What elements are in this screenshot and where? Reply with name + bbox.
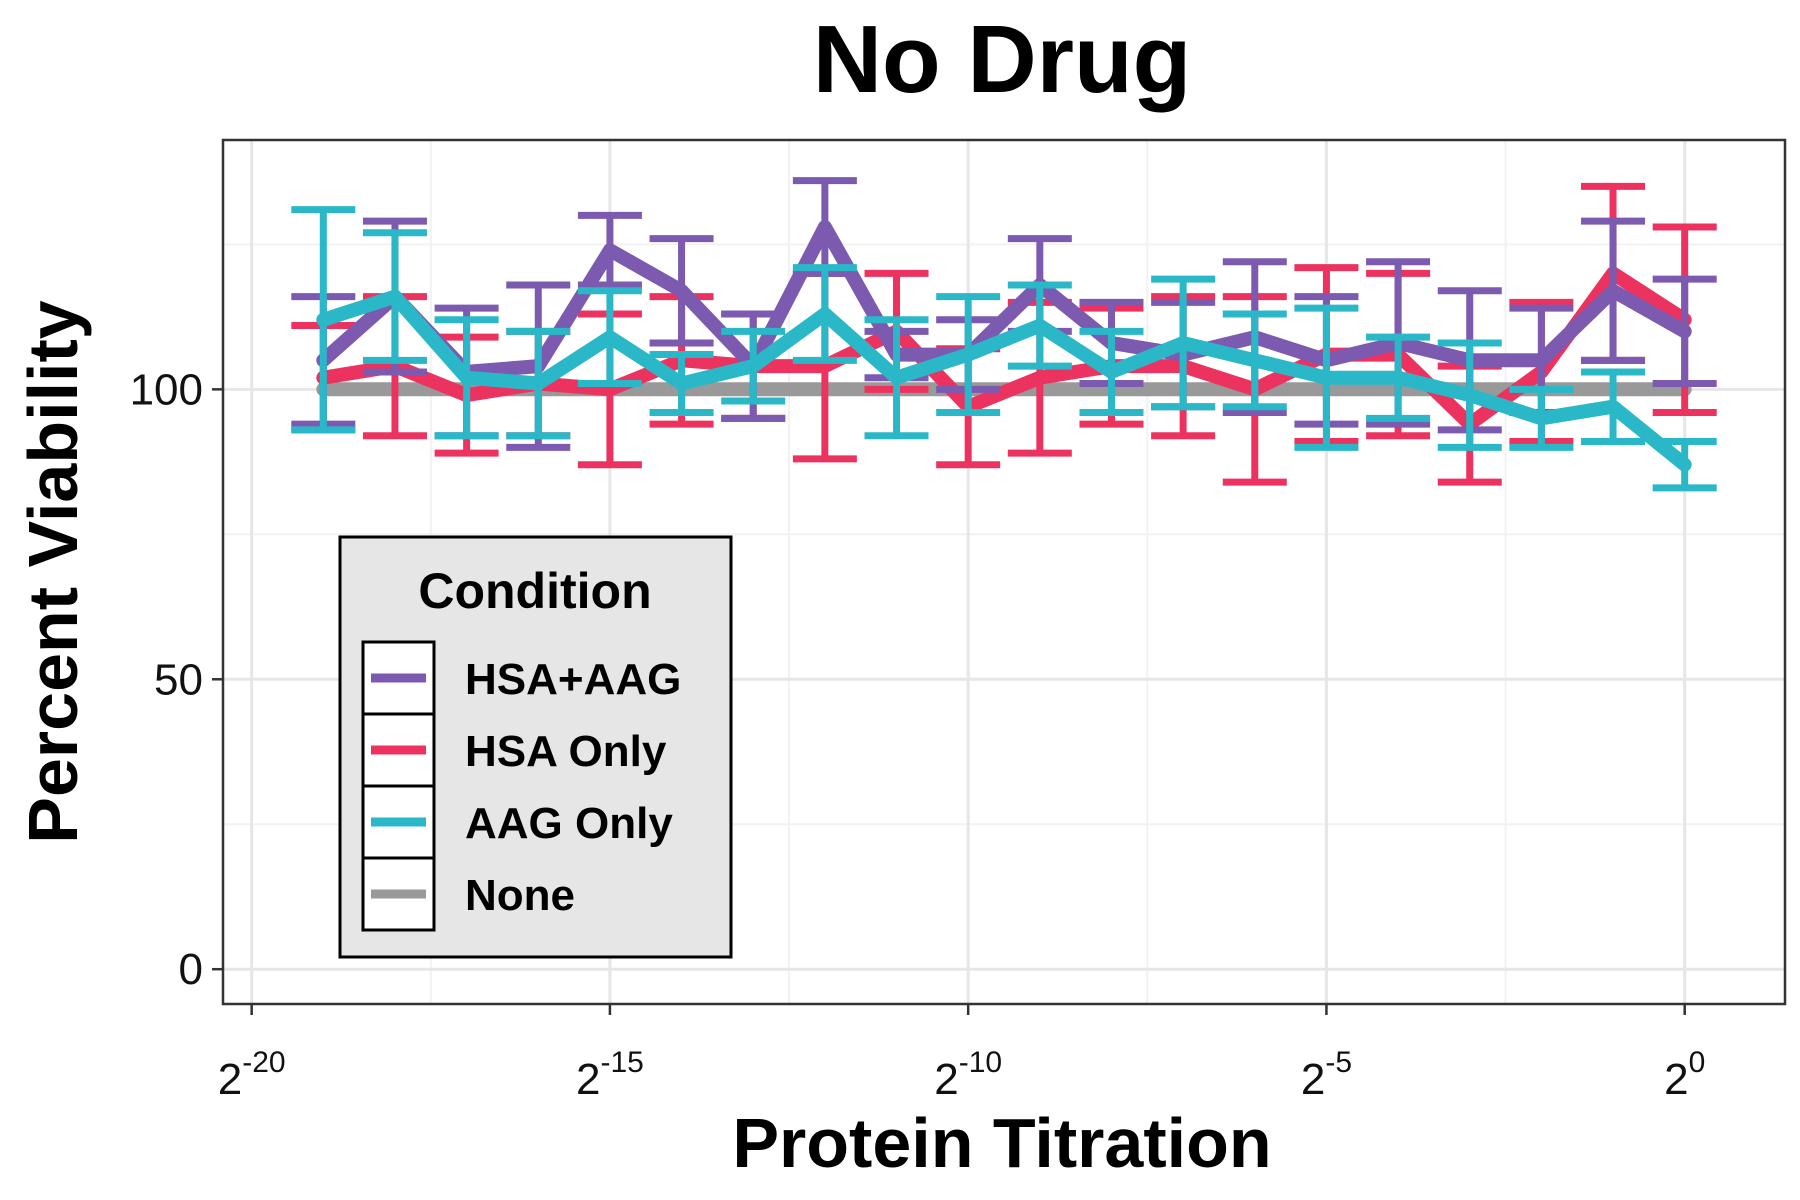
series-line [316,289,1692,472]
legend-item: HSA Only [361,712,667,788]
legend-title: Condition [418,563,651,619]
legend-item: None [361,856,575,932]
y-axis-title: Percent Viability [14,300,92,843]
x-tick-label: 2-5 [1301,1046,1352,1104]
x-tick-label: 2-10 [934,1046,1002,1104]
legend-item: AAG Only [361,784,673,860]
plot-border [221,138,1787,1006]
legend-label: None [465,871,575,920]
x-tick-label: 20 [1664,1046,1705,1104]
series-line [316,220,1692,379]
x-axis-title: Protein Titration [732,1104,1271,1182]
series-aag-only [291,206,1717,492]
legend: Condition HSA+AAG HSA Only AAG Only None [338,535,733,959]
y-tick-label: 50 [154,655,203,704]
chart-title: No Drug [813,6,1192,113]
legend-label: AAG Only [465,799,673,848]
x-tick-label: 2-15 [576,1046,644,1104]
y-tick-label: 0 [179,945,203,994]
x-tick-label: 2-20 [218,1046,286,1104]
y-tick-label: 100 [130,365,203,414]
legend-label: HSA Only [465,727,667,776]
legend-item: HSA+AAG [361,640,681,716]
axis-ticks: 2-20 2-15 2-10 2-5 20 0 50 100 [130,365,1706,1104]
legend-items: HSA+AAG HSA Only AAG Only None [361,640,681,932]
series-layer [291,177,1717,492]
series-line [316,266,1692,432]
legend-label: HSA+AAG [465,655,681,704]
